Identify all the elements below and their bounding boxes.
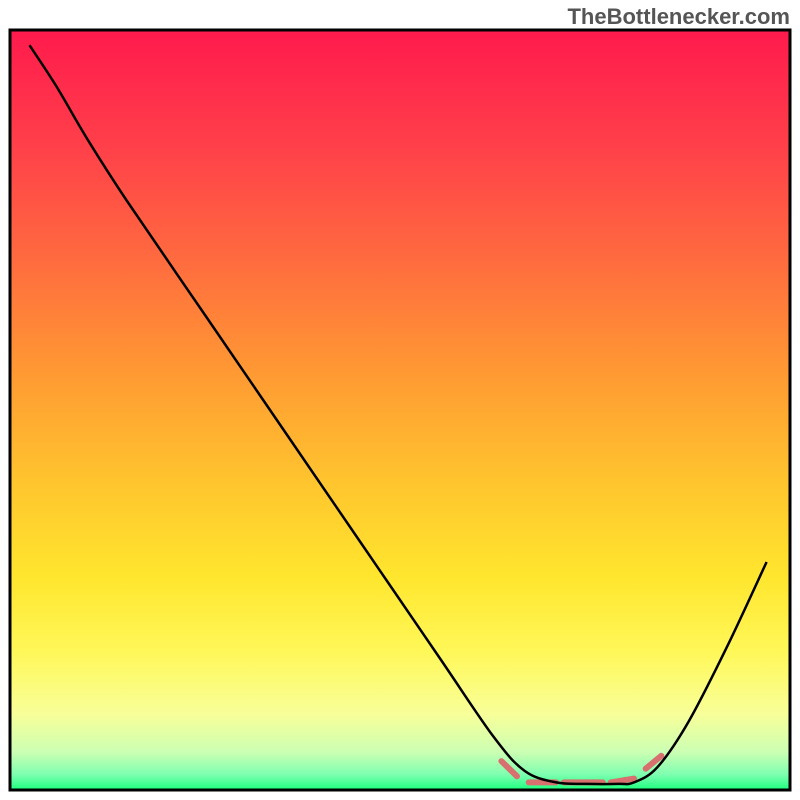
plot-background: [10, 30, 790, 790]
chart-container: TheBottlenecker.com: [0, 0, 800, 800]
watermark-text: TheBottlenecker.com: [567, 4, 790, 30]
bottleneck-curve-chart: [0, 0, 800, 800]
valley-marker-segment: [611, 779, 634, 783]
